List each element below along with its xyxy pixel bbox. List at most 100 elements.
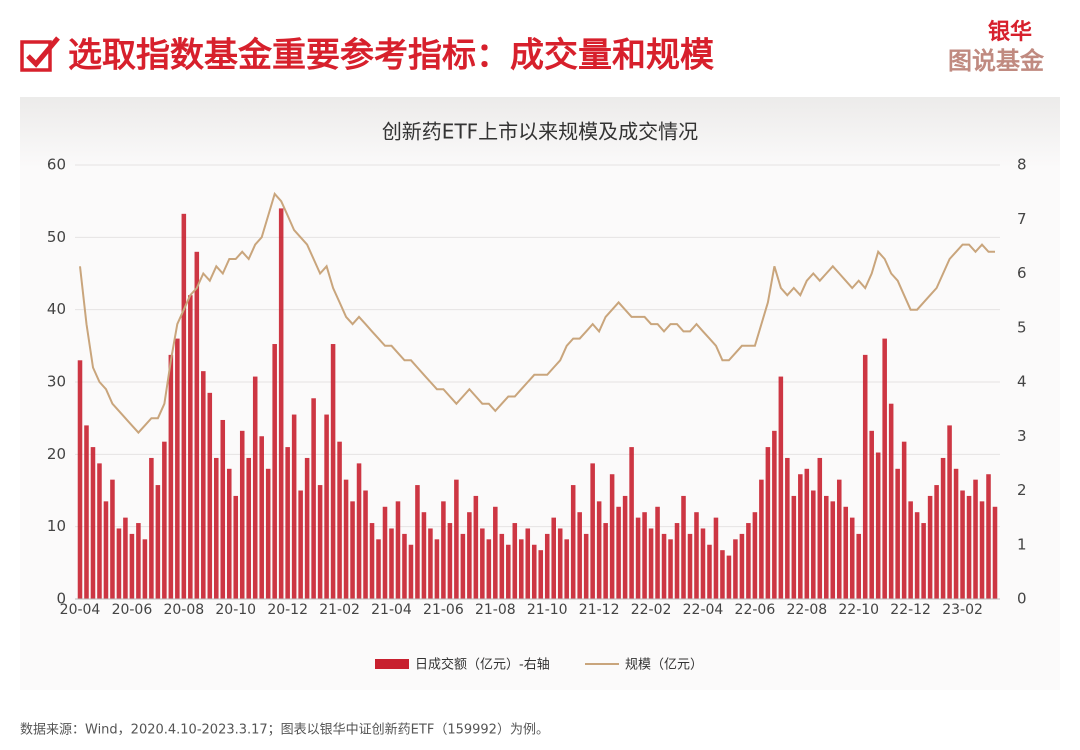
bar	[181, 213, 187, 599]
bar	[759, 479, 764, 599]
bar	[765, 447, 771, 599]
bar	[123, 517, 128, 599]
bar	[415, 485, 420, 599]
x-tick-label: 21-12	[579, 602, 620, 618]
y-tick-label: 20	[47, 445, 66, 463]
x-tick-label: 21-04	[371, 602, 412, 618]
y2-tick-label: 0	[1017, 590, 1027, 608]
bar	[720, 550, 725, 599]
logo-top: 银华	[988, 19, 1032, 45]
bar	[214, 457, 219, 599]
bar	[454, 479, 459, 599]
plot: 0 10 20 30 40 50 60 0 1 2 3 4 5 6 7 8 20-04 20-06 20-08 20-…	[47, 156, 1027, 673]
bar	[525, 528, 531, 599]
x-tick-label: 21-10	[527, 602, 568, 618]
bar	[713, 517, 719, 599]
bar	[84, 425, 89, 599]
bar	[317, 485, 323, 599]
y2-tick-label: 6	[1017, 264, 1027, 282]
bar	[272, 344, 277, 599]
bar	[265, 468, 271, 599]
bar	[791, 495, 797, 599]
bar	[512, 523, 518, 599]
x-tick-label: 23-02	[942, 602, 983, 618]
bar	[888, 403, 894, 599]
y-tick-label: 0	[56, 590, 66, 608]
bar	[921, 523, 926, 599]
x-tick-label: 22-08	[786, 602, 827, 618]
bar	[694, 512, 699, 599]
bar	[726, 555, 732, 599]
bar	[642, 512, 647, 599]
y-tick-label: 60	[47, 156, 66, 174]
bar	[207, 392, 213, 599]
bar	[246, 457, 251, 599]
bar	[519, 539, 524, 599]
x-tick-label: 22-10	[838, 602, 879, 618]
bar	[343, 479, 349, 599]
bar	[486, 539, 492, 599]
bar	[220, 419, 226, 599]
bar	[960, 490, 965, 599]
y2-tick-label: 8	[1017, 156, 1027, 174]
bar	[973, 479, 978, 599]
bar	[90, 447, 96, 599]
bar	[869, 430, 874, 599]
x-tick-label: 22-02	[631, 602, 672, 618]
bar	[298, 490, 303, 599]
x-tick-label: 20-06	[112, 602, 153, 618]
chart-title: 创新药ETF上市以来规模及成交情况	[382, 120, 698, 144]
bar	[927, 495, 933, 599]
bar	[577, 512, 582, 599]
bar	[129, 533, 135, 599]
x-tick-label: 20-08	[163, 602, 204, 618]
line	[79, 191, 995, 435]
bar	[356, 463, 362, 599]
bar	[233, 495, 239, 599]
bar	[934, 485, 939, 599]
bar	[168, 354, 174, 599]
y2-tick-label: 5	[1017, 318, 1027, 336]
bar	[460, 533, 466, 599]
bar	[382, 506, 388, 599]
bar	[674, 523, 680, 599]
bar	[389, 528, 394, 599]
source-note: 数据来源：Wind，2020.4.10-2023.3.17；图表以银华中证创新药…	[20, 722, 549, 738]
bar	[97, 463, 102, 599]
bar	[551, 517, 556, 599]
bar	[77, 360, 83, 599]
bar	[772, 430, 777, 599]
x-tick-label: 20-12	[267, 602, 308, 618]
bar	[447, 523, 453, 599]
legend-swatch	[375, 659, 409, 669]
bar	[110, 479, 115, 599]
bar	[681, 495, 686, 599]
bar	[875, 452, 881, 599]
bar	[201, 371, 206, 599]
bar	[194, 251, 200, 600]
bar	[239, 430, 245, 599]
check-icon	[20, 36, 60, 72]
bar	[700, 528, 706, 599]
bar	[350, 501, 355, 599]
bar	[901, 441, 907, 599]
bar	[798, 474, 803, 599]
bar	[830, 501, 836, 599]
bar	[473, 495, 479, 599]
bar	[285, 447, 290, 599]
bar	[103, 501, 109, 599]
bar	[746, 523, 751, 599]
x-tick-label: 21-08	[475, 602, 516, 618]
bar	[992, 506, 998, 599]
x-tick-label: 21-06	[423, 602, 464, 618]
bar	[648, 528, 654, 599]
bar	[304, 457, 310, 599]
bar	[441, 501, 446, 599]
bar	[493, 506, 498, 599]
bar	[966, 495, 972, 599]
bar	[162, 441, 167, 599]
bar	[687, 533, 693, 599]
y2-tick-label: 2	[1017, 481, 1027, 499]
bar	[655, 506, 660, 599]
